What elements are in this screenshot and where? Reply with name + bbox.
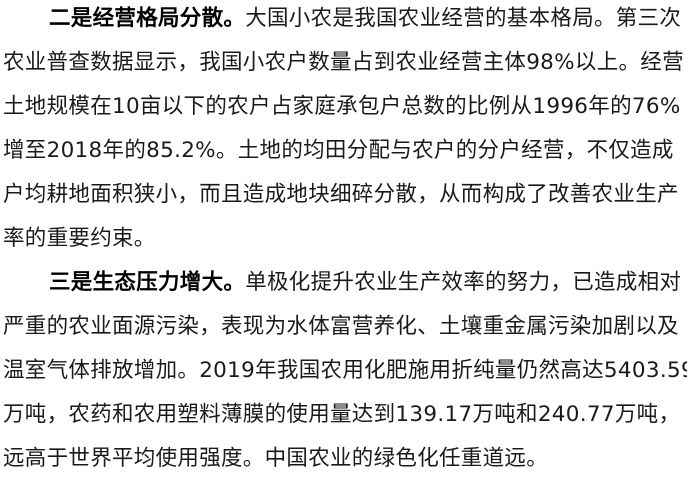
text-line: 户均耕地面积狭小，而且造成地块细碎分散，从而构成了改善农业生产 — [3, 182, 679, 207]
text-line: 远高于世界平均使用强度。中国农业的绿色化任重道远。 — [3, 446, 549, 471]
text-line: 二是经营格局分散。大国小农是我国农业经营的基本格局。第三次 — [3, 4, 687, 48]
text-line: 率的重要约束。 — [3, 226, 156, 251]
paragraph-operation-scattered: 二是经营格局分散。大国小农是我国农业经营的基本格局。第三次 农业普查数据显示，我… — [3, 4, 687, 268]
text-line: 土地规模在10亩以下的农户占家庭承包户总数的比例从1996年的76% — [3, 94, 681, 119]
text-line: 温室气体排放增加。2019年我国农用化肥施用折纯量仍然高达5403.59 — [3, 358, 687, 383]
paragraph-heading: 二是经营格局分散。 — [49, 6, 246, 31]
paragraph-ecological-pressure: 三是生态压力增大。单极化提升农业生产效率的努力，已造成相对 严重的农业面源污染，… — [3, 268, 687, 488]
text-line: 农业普查数据显示，我国小农户数量占到农业经营主体98%以上。经营 — [3, 50, 684, 75]
text: 大国小农是我国农业经营的基本格局。第三次 — [245, 6, 682, 31]
article-body: 二是经营格局分散。大国小农是我国农业经营的基本格局。第三次 农业普查数据显示，我… — [3, 4, 687, 488]
text-line: 增至2018年的85.2%。土地的均田分配与农户的分户经营，不仅造成 — [3, 138, 674, 163]
text: 单极化提升农业生产效率的努力，已造成相对 — [245, 270, 682, 295]
text-line: 严重的农业面源污染，表现为水体富营养化、土壤重金属污染加剧以及 — [3, 314, 679, 339]
paragraph-heading: 三是生态压力增大。 — [49, 270, 246, 295]
text-line: 万吨，农药和农用塑料薄膜的使用量达到139.17万吨和240.77万吨， — [3, 402, 681, 427]
text-line: 三是生态压力增大。单极化提升农业生产效率的努力，已造成相对 — [3, 268, 687, 312]
